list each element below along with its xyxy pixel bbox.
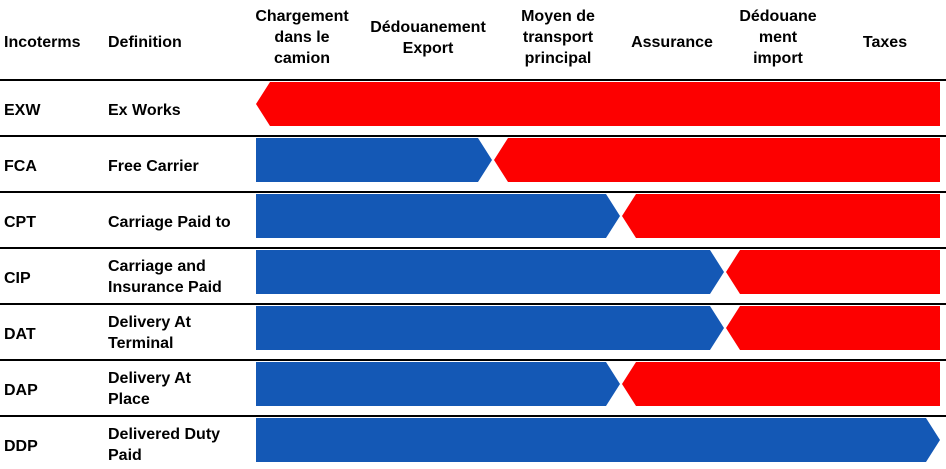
- buyer-arrow-fca: [494, 138, 940, 182]
- row-code-cpt: CPT: [4, 214, 36, 231]
- row-separator: [0, 303, 946, 305]
- row-separator: [0, 415, 946, 417]
- seller-arrow-cip: [256, 250, 724, 294]
- buyer-arrow-dap: [622, 362, 940, 406]
- row-code-dat: DAT: [4, 326, 36, 343]
- seller-arrow-dap: [256, 362, 620, 406]
- header-taxes: Taxes: [862, 34, 908, 51]
- buyer-arrow-dat: [726, 306, 940, 350]
- row-separator: [0, 135, 946, 137]
- header-definition: Definition: [108, 34, 182, 51]
- row-definition-cpt: Carriage Paid to: [108, 214, 231, 231]
- header-dedouanement-export: Dédouanement Export: [370, 19, 486, 57]
- row-definition-cip: Carriage and Insurance Paid: [108, 258, 222, 296]
- row-definition-exw: Ex Works: [108, 102, 181, 119]
- row-code-exw: EXW: [4, 102, 41, 119]
- row-separator: [0, 79, 946, 81]
- seller-arrow-ddp: [256, 418, 940, 462]
- seller-arrow-cpt: [256, 194, 620, 238]
- seller-arrow-fca: [256, 138, 492, 182]
- row-code-cip: CIP: [4, 270, 31, 287]
- row-definition-ddp: Delivered Duty Paid: [108, 426, 221, 464]
- row-definition-dat: Delivery At Terminal: [108, 314, 191, 352]
- row-code-ddp: DDP: [4, 438, 38, 455]
- header-assurance: Assurance: [631, 34, 713, 51]
- header-dedouanement-import: Dédouane ment import: [739, 8, 817, 67]
- row-definition-dap: Delivery At Place: [108, 370, 191, 408]
- header-incoterms: Incoterms: [4, 34, 81, 51]
- buyer-arrow-cip: [726, 250, 940, 294]
- header-moyen-transport: Moyen de transport principal: [521, 8, 595, 67]
- row-definition-fca: Free Carrier: [108, 158, 199, 175]
- row-code-dap: DAP: [4, 382, 38, 399]
- buyer-arrow-exw: [256, 82, 940, 126]
- buyer-arrow-cpt: [622, 194, 940, 238]
- seller-arrow-dat: [256, 306, 724, 350]
- row-code-fca: FCA: [4, 158, 37, 175]
- row-separator: [0, 359, 946, 361]
- row-separator: [0, 247, 946, 249]
- header-chargement: Chargement dans le camion: [255, 8, 349, 67]
- row-separator: [0, 191, 946, 193]
